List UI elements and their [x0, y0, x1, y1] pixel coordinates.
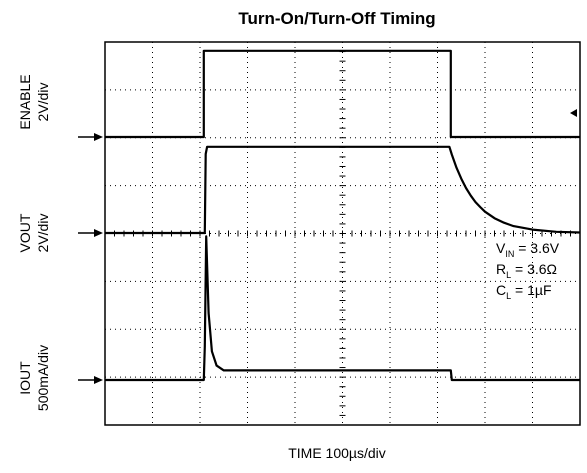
- channel-scale: 500mA/div: [35, 345, 51, 411]
- channel-markers: [78, 109, 577, 384]
- test-conditions: VIN = 3.6V RL = 3.6Ω CL = 1µF: [496, 240, 560, 301]
- channel-name: ENABLE: [17, 74, 33, 129]
- channel-scale: 2V/div: [35, 83, 51, 122]
- ground-marker-arrow-icon: [94, 229, 103, 237]
- trace-vout: [105, 145, 581, 235]
- trace-enable: [105, 49, 580, 139]
- channel-name: IOUT: [17, 361, 33, 395]
- channel-label-enable: ENABLE 2V/div: [17, 74, 51, 129]
- ground-marker-arrow-icon: [94, 133, 103, 141]
- traces: [105, 49, 581, 382]
- trace-iout: [105, 235, 580, 382]
- x-axis-label: TIME 100µs/div: [288, 445, 386, 461]
- trigger-level-icon: [570, 109, 577, 117]
- ground-marker-arrow-icon: [94, 376, 103, 384]
- channel-label-vout: VOUT 2V/div: [17, 213, 51, 252]
- chart-title: Turn-On/Turn-Off Timing: [238, 9, 435, 28]
- condition-rl: RL = 3.6Ω: [496, 261, 557, 280]
- channel-name: VOUT: [17, 213, 33, 252]
- channel-label-iout: IOUT 500mA/div: [17, 345, 51, 411]
- channel-scale: 2V/div: [35, 214, 51, 253]
- condition-vin: VIN = 3.6V: [496, 240, 560, 259]
- condition-cl: CL = 1µF: [496, 282, 552, 301]
